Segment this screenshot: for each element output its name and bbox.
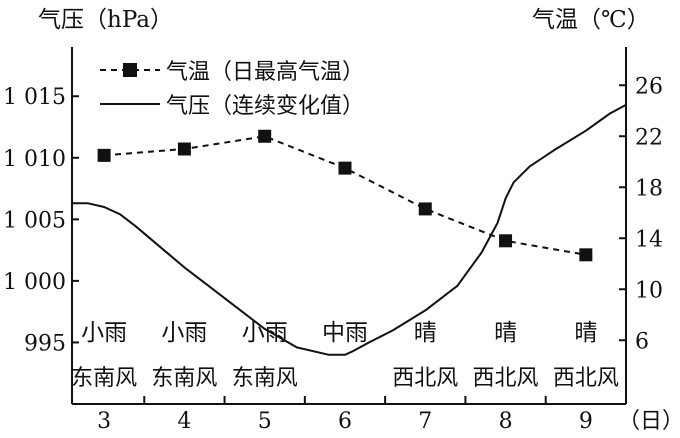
x-axis-ticks: 3 4 5 6 7 8 9 （日） (97, 396, 680, 434)
legend: 气温（日最高气温） 气压（连续变化值） (100, 60, 364, 119)
temperature-point (338, 161, 352, 175)
left-tick-label: 995 (24, 331, 66, 356)
x-tick-label: 3 (97, 409, 111, 434)
wind-label: 西北风 (473, 366, 539, 391)
right-tick-label: 14 (635, 227, 663, 252)
right-axis-ticks: 6 10 14 18 22 26 (619, 74, 663, 354)
right-tick-label: 22 (635, 125, 663, 150)
weather-label: 小雨 (242, 320, 288, 346)
left-axis-title: 气压（hPa） (38, 7, 173, 33)
left-axis-ticks: 995 1 000 1 005 1 010 1 015 (3, 85, 79, 356)
x-tick-label: 9 (579, 409, 593, 434)
right-tick-label: 26 (635, 74, 663, 99)
x-tick-label: 7 (418, 409, 432, 434)
temperature-point (579, 248, 593, 262)
right-tick-label: 10 (635, 278, 663, 303)
pressure-line (72, 104, 627, 356)
temperature-point (418, 202, 432, 216)
series-layer (72, 104, 627, 356)
weather-label: 小雨 (161, 320, 207, 346)
temperature-point (97, 148, 111, 162)
right-tick-label: 6 (635, 329, 649, 354)
legend-label-pressure: 气压（连续变化值） (166, 94, 364, 119)
wind-label: 东南风 (232, 366, 298, 391)
right-axis-title: 气温（℃） (532, 7, 650, 33)
x-tick-label: 5 (258, 409, 272, 434)
legend-label-temperature: 气温（日最高气温） (166, 60, 364, 85)
weather-label: 中雨 (322, 320, 368, 346)
legend-square-marker-icon (123, 63, 137, 77)
weather-label: 小雨 (81, 320, 127, 346)
temperature-point (499, 234, 513, 248)
left-tick-label: 1 015 (3, 85, 66, 110)
left-tick-label: 1 000 (3, 270, 66, 295)
wind-label: 西北风 (553, 366, 619, 391)
wind-label: 西北风 (392, 366, 458, 391)
wind-label: 东南风 (151, 366, 217, 391)
left-tick-label: 1 010 (3, 147, 66, 172)
right-tick-label: 18 (635, 176, 663, 201)
temperature-point (258, 129, 272, 143)
x-axis-unit: （日） (618, 409, 680, 434)
x-tick-label: 4 (177, 409, 191, 434)
temperature-point (177, 142, 191, 156)
left-tick-label: 1 005 (3, 208, 66, 233)
weather-label: 晴 (494, 320, 517, 346)
weather-label: 晴 (414, 320, 437, 346)
x-tick-label: 8 (499, 409, 513, 434)
temperature-line (104, 135, 587, 256)
x-tick-label: 6 (338, 409, 352, 434)
weather-label: 晴 (574, 320, 597, 346)
wind-label: 东南风 (71, 366, 137, 391)
